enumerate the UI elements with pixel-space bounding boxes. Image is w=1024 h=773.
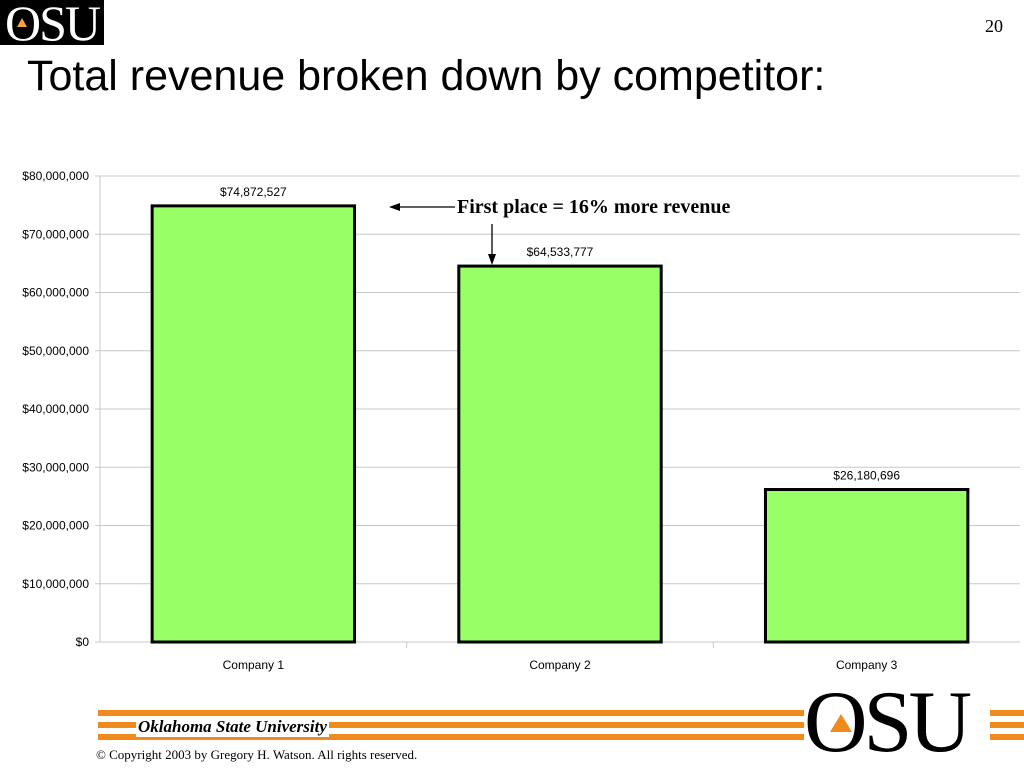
y-tick-label: $60,000,000 (22, 286, 89, 300)
data-label: $26,180,696 (833, 468, 900, 482)
data-label: $64,533,777 (527, 245, 594, 259)
slide-number: 20 (985, 16, 1003, 36)
annotation-group: First place = 16% more revenue (389, 196, 730, 265)
triangle-icon (830, 714, 852, 732)
bar-company-1 (150, 204, 357, 644)
osu-logo-footer: OSU (804, 674, 990, 771)
x-category-label: Company 1 (223, 658, 285, 672)
revenue-bar-chart: $0 $10,000,000 $20,000,000 $30,000,000 $40,0… (22, 169, 1020, 672)
y-tick-label: $20,000,000 (22, 519, 89, 533)
y-tick-label: $70,000,000 (22, 227, 89, 241)
annotation-text: First place = 16% more revenue (457, 196, 730, 218)
x-axis-category-labels: Company 1 Company 2 Company 3 (223, 658, 898, 672)
data-label: $74,872,527 (220, 185, 287, 199)
data-labels: $74,872,527 $64,533,777 $26,180,696 (220, 185, 900, 483)
copyright-text: © Copyright 2003 by Gregory H. Watson. A… (96, 747, 418, 762)
triangle-icon (17, 18, 27, 27)
bars (150, 204, 970, 644)
annotation-arrowhead-left (389, 203, 400, 211)
osu-logo-top: OSU (0, 0, 104, 51)
y-tick-label: $10,000,000 (22, 577, 89, 591)
bar-company-2 (457, 264, 663, 644)
footer-stripes (98, 710, 1024, 740)
y-tick-label: $30,000,000 (22, 460, 89, 474)
bar-company-3 (763, 487, 970, 644)
y-tick-label: $0 (76, 635, 90, 649)
annotation-arrowhead-down (488, 254, 496, 265)
footer-university-name: Oklahoma State University (136, 717, 329, 737)
slide-title: Total revenue broken down by competitor: (27, 52, 826, 100)
x-category-label: Company 3 (836, 658, 898, 672)
y-tick-label: $80,000,000 (22, 169, 89, 183)
y-axis-tick-labels: $0 $10,000,000 $20,000,000 $30,000,000 $40,0… (22, 169, 89, 649)
x-category-label: Company 2 (529, 658, 591, 672)
y-tick-label: $50,000,000 (22, 344, 89, 358)
osu-logo-footer-text: OSU (804, 674, 972, 771)
osu-logo-text: OSU (4, 0, 101, 51)
y-tick-label: $40,000,000 (22, 402, 89, 416)
